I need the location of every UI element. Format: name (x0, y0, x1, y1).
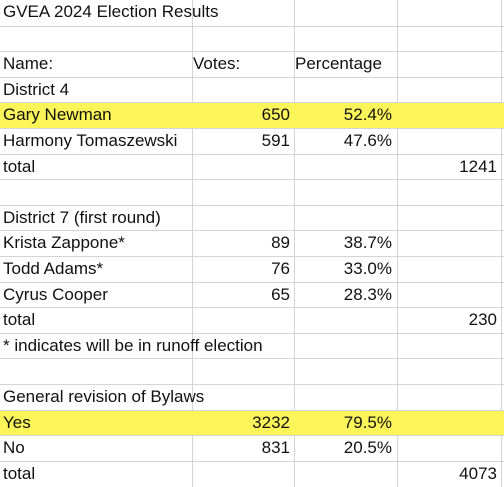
header-row[interactable]: Name: Votes: Percentage (0, 51, 504, 77)
district4-label: District 4 (3, 79, 70, 99)
candidate-row[interactable]: Harmony Tomaszewski 591 47.6% (0, 128, 504, 154)
candidate-votes: 65 (271, 284, 290, 304)
candidate-votes: 591 (261, 131, 290, 150)
candidate-votes: 650 (261, 105, 290, 125)
runoff-note: * indicates will be in runoff election (3, 335, 263, 355)
total-label: total (3, 463, 36, 483)
candidate-percentage: 52.4% (343, 105, 392, 125)
total-label: total (3, 156, 36, 176)
blank-row[interactable] (0, 25, 504, 52)
total-row[interactable]: total 230 (0, 307, 504, 333)
section-label-row[interactable]: District 7 (first round) (0, 204, 504, 231)
blank-row[interactable] (0, 179, 504, 205)
option-percentage: 20.5% (343, 438, 392, 458)
option-name: Yes (3, 412, 31, 432)
total-row[interactable]: total 4073 (0, 460, 504, 487)
district7-label: District 7 (first round) (3, 207, 161, 227)
candidate-percentage: 33.0% (343, 259, 392, 278)
candidate-name: Gary Newman (3, 105, 112, 125)
option-row[interactable]: Yes 3232 79.5% (0, 409, 504, 436)
header-votes: Votes: (193, 54, 241, 74)
candidate-percentage: 38.7% (343, 233, 392, 253)
candidate-name: Todd Adams* (3, 259, 104, 278)
candidate-row[interactable]: Cyrus Cooper 65 28.3% (0, 281, 504, 308)
option-row[interactable]: No 831 20.5% (0, 435, 504, 461)
total-label: total (3, 310, 36, 330)
candidate-row[interactable]: Krista Zappone* 89 38.7% (0, 230, 504, 256)
candidate-votes: 89 (271, 233, 290, 253)
candidate-percentage: 28.3% (343, 284, 392, 304)
option-percentage: 79.5% (343, 412, 392, 432)
total-row[interactable]: total 1241 (0, 153, 504, 180)
option-votes: 831 (261, 438, 290, 458)
note-row[interactable]: * indicates will be in runoff election (0, 332, 504, 359)
option-votes: 3232 (252, 412, 290, 432)
candidate-name: Krista Zappone* (3, 233, 125, 253)
section-label-row[interactable]: District 4 (0, 76, 504, 103)
total-value: 1241 (459, 156, 497, 176)
title-row[interactable]: GVEA 2024 Election Results (0, 0, 504, 26)
header-percentage: Percentage (295, 54, 382, 74)
option-name: No (3, 438, 25, 458)
total-value: 230 (468, 310, 497, 330)
total-value: 4073 (459, 463, 497, 483)
header-name: Name: (3, 54, 54, 74)
candidate-votes: 76 (271, 259, 290, 278)
page-title: GVEA 2024 Election Results (3, 2, 219, 21)
candidate-row[interactable]: Gary Newman 650 52.4% (0, 102, 504, 128)
section-label-row[interactable]: General revision of Bylaws (0, 384, 504, 410)
bylaws-label: General revision of Bylaws (3, 387, 205, 406)
candidate-percentage: 47.6% (343, 131, 392, 150)
candidate-name: Cyrus Cooper (3, 284, 108, 304)
candidate-row[interactable]: Todd Adams* 76 33.0% (0, 256, 504, 282)
candidate-name: Harmony Tomaszewski (3, 131, 178, 150)
blank-row[interactable] (0, 358, 504, 384)
